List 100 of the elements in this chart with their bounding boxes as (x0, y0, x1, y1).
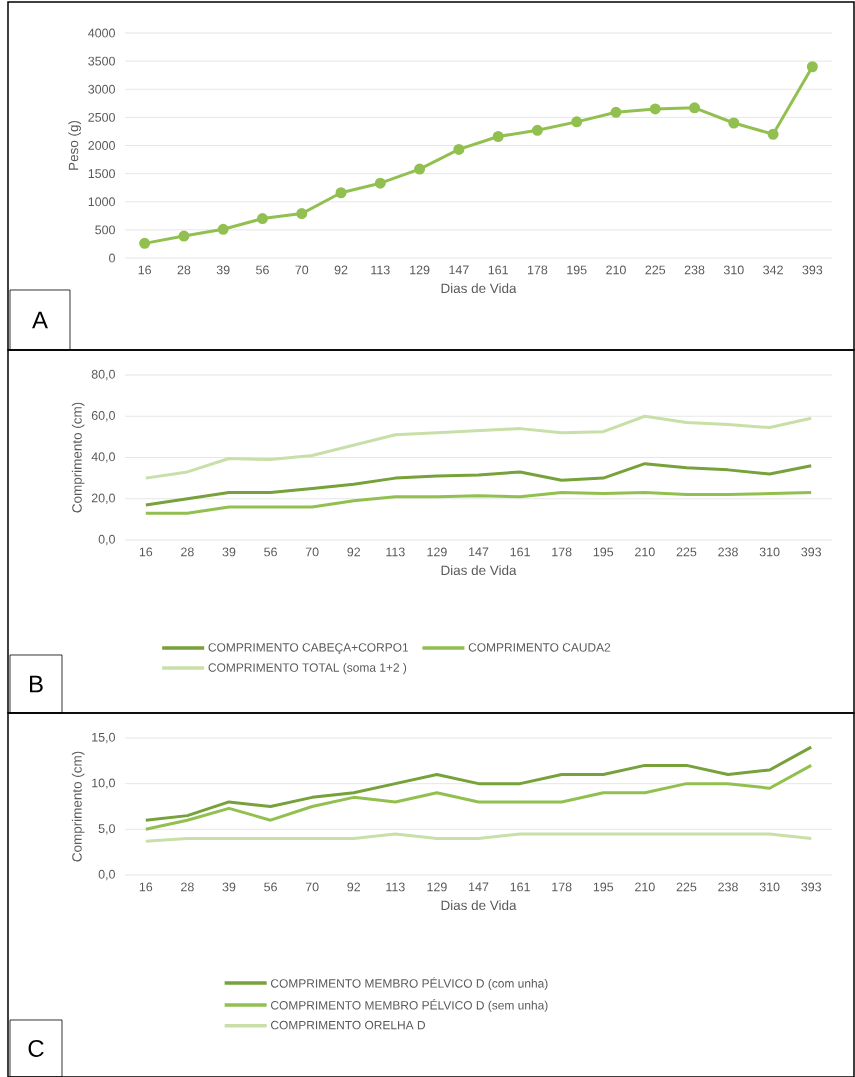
y-axis-title: Comprimento (cm) (71, 751, 85, 862)
point (610, 106, 622, 118)
x-tick-label: 113 (371, 265, 390, 275)
point (139, 237, 151, 249)
point (453, 143, 465, 155)
y-tick-label: 80,0 (91, 369, 115, 381)
y-tick-label: 2000 (88, 141, 115, 150)
point (492, 130, 504, 142)
x-tick-label: 238 (718, 882, 738, 892)
point (178, 230, 190, 242)
x-tick-label: 210 (635, 547, 655, 557)
y-tick-label: 3000 (88, 84, 115, 94)
line-series (144, 745, 813, 822)
x-tick-label: 195 (567, 265, 587, 275)
x-tick-label: 147 (449, 265, 469, 275)
x-tick-label: 310 (759, 547, 780, 557)
y-tick-label: 2500 (88, 112, 115, 122)
x-tick-label: 129 (427, 882, 447, 892)
x-axis-title: Dias de Vida (441, 283, 517, 294)
x-tick-label: 238 (718, 547, 738, 557)
legend-label: COMPRIMENTO MEMBRO PÉLVICO D (com unha) (271, 977, 548, 991)
x-tick-label: 161 (510, 882, 530, 892)
text: A (32, 311, 48, 329)
x-tick-label: 70 (305, 547, 319, 557)
point (414, 163, 426, 175)
x-tick-label: 210 (606, 265, 626, 275)
point (571, 116, 583, 128)
x-tick-label: 39 (216, 265, 230, 275)
x-tick-label: 147 (469, 547, 489, 557)
x-tick-label: 28 (181, 547, 194, 557)
y-tick-label: 15,0 (92, 732, 115, 744)
y-axis-title: Comprimento (cm) (71, 402, 85, 513)
legend-label: COMPRIMENTO MEMBRO PÉLVICO D (sem unha) (271, 999, 548, 1012)
line-series (144, 462, 813, 507)
point (689, 102, 701, 114)
x-tick-label: 147 (469, 882, 489, 892)
y-tick-label: 3500 (88, 56, 115, 66)
x-tick-label: 28 (177, 265, 191, 275)
legend-label: COMPRIMENTO CAUDA2 (468, 643, 611, 652)
y-tick-label: 0,0 (98, 534, 115, 546)
text: B (29, 675, 43, 693)
x-tick-label: 310 (723, 265, 744, 275)
x-tick-label: 210 (635, 882, 655, 892)
x-tick-label: 56 (264, 547, 277, 557)
x-tick-label: 129 (427, 547, 447, 557)
y-tick-label: 60,0 (91, 411, 115, 422)
point (531, 124, 543, 136)
x-tick-label: 342 (763, 265, 783, 275)
x-tick-label: 129 (410, 265, 430, 275)
point (728, 117, 740, 129)
y-tick-label: 40,0 (91, 452, 115, 463)
point (374, 177, 386, 189)
x-tick-label: 39 (222, 547, 236, 557)
x-axis-title: Dias de Vida (441, 565, 517, 576)
x-tick-label: 238 (684, 265, 705, 275)
x-tick-label: 56 (264, 882, 277, 892)
x-tick-label: 161 (510, 547, 530, 557)
x-tick-label: 113 (386, 547, 405, 557)
y-tick-label: 10,0 (92, 778, 115, 789)
y-tick-label: 1500 (88, 169, 115, 179)
x-tick-label: 178 (552, 547, 572, 557)
x-tick-label: 225 (676, 547, 697, 557)
point (296, 208, 308, 220)
legend-label: COMPRIMENTO TOTAL (soma 1+2 ) (208, 663, 407, 675)
y-axis-title: Peso (g) (68, 120, 81, 170)
text: C (28, 1040, 44, 1057)
point (335, 187, 347, 199)
x-tick-label: 393 (801, 882, 822, 892)
x-tick-label: 310 (759, 882, 780, 892)
y-tick-label: 500 (95, 225, 115, 235)
point (806, 61, 818, 73)
point (217, 223, 229, 235)
y-tick-label: 0,0 (98, 869, 115, 881)
x-tick-label: 195 (593, 547, 614, 557)
x-tick-label: 393 (801, 547, 822, 557)
x-tick-label: 195 (593, 882, 614, 892)
x-tick-label: 16 (138, 265, 152, 275)
x-tick-label: 39 (222, 882, 236, 892)
x-tick-label: 178 (552, 882, 572, 892)
y-tick-label: 0 (109, 253, 115, 263)
legend-label: COMPRIMENTO CABEÇA+CORPO1 (208, 643, 409, 655)
point (256, 213, 268, 225)
x-tick-label: 225 (645, 265, 666, 275)
x-tick-label: 161 (488, 265, 508, 275)
legend-label: COMPRIMENTO ORELHA D (271, 1020, 426, 1030)
point (767, 128, 779, 140)
y-tick-label: 20,0 (91, 493, 115, 504)
x-tick-label: 113 (386, 882, 405, 892)
x-tick-label: 393 (802, 265, 823, 275)
x-tick-label: 70 (305, 882, 319, 892)
x-tick-label: 92 (347, 882, 361, 892)
x-tick-label: 178 (527, 265, 548, 275)
x-tick-label: 92 (347, 547, 361, 557)
x-tick-label: 70 (295, 265, 309, 275)
x-tick-label: 28 (181, 882, 194, 892)
x-tick-label: 92 (334, 265, 348, 275)
x-tick-label: 225 (676, 882, 697, 892)
y-tick-label: 4000 (88, 28, 115, 38)
x-axis-title: Dias de Vida (441, 900, 517, 911)
x-tick-label: 16 (139, 547, 153, 557)
